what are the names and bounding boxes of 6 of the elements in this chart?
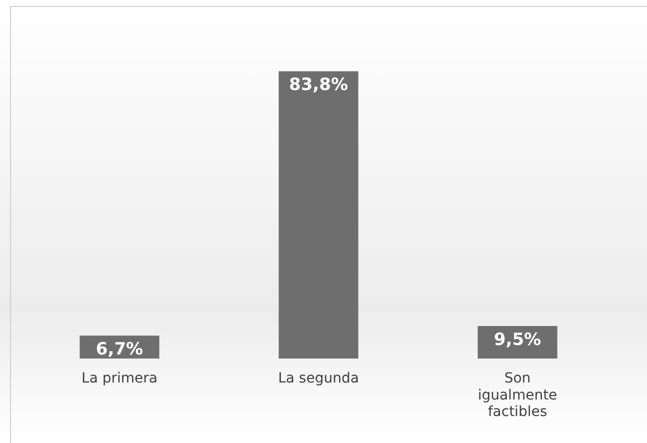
data-label: 6,7% bbox=[96, 340, 144, 360]
data-label: 83,8% bbox=[289, 75, 348, 96]
x-tick-label: La primera bbox=[82, 370, 158, 387]
x-tick-label: La segunda bbox=[278, 370, 359, 387]
data-label: 9,5% bbox=[494, 330, 542, 350]
x-tick-label: Son igualmente factibles bbox=[478, 370, 558, 420]
